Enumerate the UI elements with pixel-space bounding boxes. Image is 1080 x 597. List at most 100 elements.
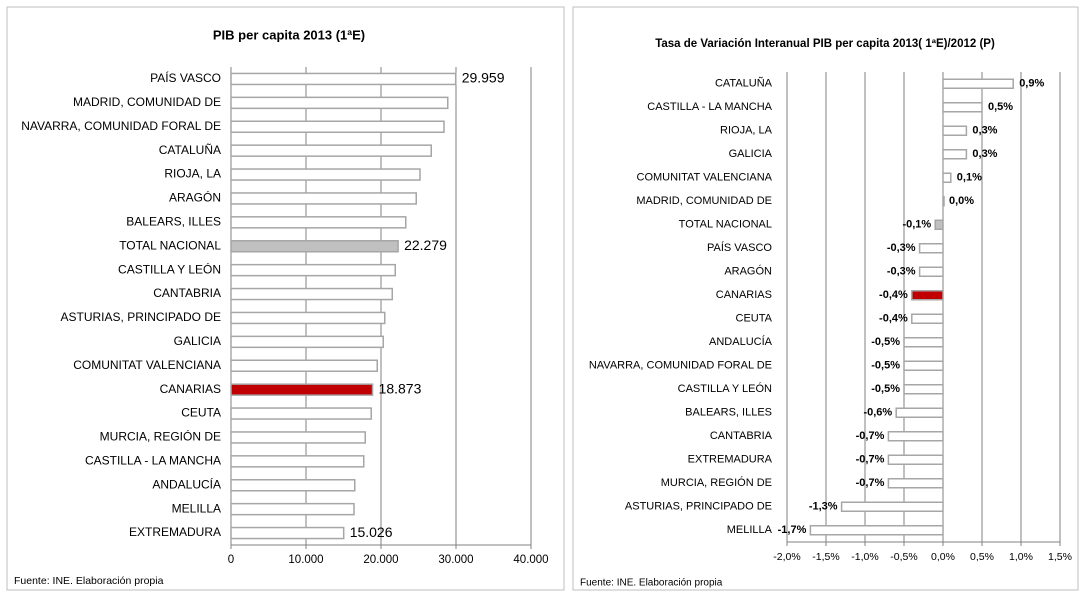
y-tick-label: ANDALUCÍA xyxy=(152,476,221,491)
data-label: 18.873 xyxy=(379,380,422,396)
source-note: Fuente: INE. Elaboración propia xyxy=(580,578,723,589)
bar xyxy=(230,335,384,349)
bar xyxy=(942,125,968,136)
bar xyxy=(911,290,944,301)
x-tick-label: -2,0% xyxy=(773,551,800,563)
y-tick-label: BALEARS, ILLES xyxy=(126,215,221,229)
bar xyxy=(230,216,407,229)
x-tick-label: 1,5% xyxy=(1048,551,1072,563)
bar xyxy=(230,359,378,372)
data-label: -0,3% xyxy=(887,242,916,254)
bar xyxy=(230,72,457,86)
bar xyxy=(230,526,345,540)
y-tick-label: TOTAL NACIONAL xyxy=(119,238,221,252)
data-label: 0,0% xyxy=(949,195,974,207)
y-tick-label: MELILLA xyxy=(727,524,773,536)
x-tick-label: 20.000 xyxy=(363,554,398,566)
data-label: -0,1% xyxy=(902,219,931,231)
y-tick-label: BALEARS, ILLES xyxy=(685,407,772,419)
y-tick-label: RIOJA, LA xyxy=(720,125,773,137)
bar xyxy=(934,219,944,230)
y-tick-label: NAVARRA, COMUNIDAD FORAL DE xyxy=(589,360,772,372)
x-tick-label: 0,0% xyxy=(931,551,955,563)
data-label: -0,5% xyxy=(871,336,900,348)
x-tick-label: 0,5% xyxy=(970,551,994,563)
y-tick-label: GALICIA xyxy=(174,334,221,348)
y-tick-label: CANTABRIA xyxy=(153,286,221,300)
bar xyxy=(230,144,432,157)
y-tick-label: ASTURIAS, PRINCIPADO DE xyxy=(61,310,221,324)
y-tick-label: CANARIAS xyxy=(716,289,772,301)
y-tick-label: CASTILLA Y LEÓN xyxy=(118,261,221,276)
bar xyxy=(230,502,355,516)
y-tick-label: PAÍS VASCO xyxy=(707,241,772,254)
y-tick-label: CASTILLA Y LEÓN xyxy=(678,382,772,395)
y-tick-label: RIOJA, LA xyxy=(164,167,221,181)
y-tick-label: PAÍS VASCO xyxy=(150,70,221,85)
y-tick-label: MADRID, COMUNIDAD DE xyxy=(636,195,772,207)
data-label: -0,7% xyxy=(856,430,885,442)
y-tick-label: ANDALUCÍA xyxy=(709,335,773,348)
bar xyxy=(230,455,365,468)
bar xyxy=(230,431,366,444)
bar xyxy=(903,337,944,348)
y-tick-label: MELILLA xyxy=(172,501,221,515)
y-tick-label: CATALUÑA xyxy=(715,77,773,90)
y-tick-label: EXTREMADURA xyxy=(688,454,773,466)
bar xyxy=(230,383,374,396)
y-tick-label: ASTURIAS, PRINCIPADO DE xyxy=(625,501,772,513)
bar xyxy=(809,525,944,536)
data-label: -1,3% xyxy=(809,501,838,513)
y-tick-label: CEUTA xyxy=(181,406,221,420)
bar xyxy=(942,172,952,183)
bar xyxy=(230,479,356,492)
bar xyxy=(903,384,944,395)
data-label: 0,1% xyxy=(957,172,982,184)
y-tick-label: CANARIAS xyxy=(160,382,221,396)
y-tick-label: COMUNITAT VALENCIANA xyxy=(637,172,773,184)
y-tick-label: NAVARRA, COMUNIDAD FORAL DE xyxy=(21,119,221,133)
chart-title: Tasa de Variación Interanual PIB per cap… xyxy=(655,38,995,50)
data-label: 0,9% xyxy=(1019,78,1044,90)
bar xyxy=(230,96,449,110)
source-note: Fuente: INE. Elaboración propia xyxy=(14,575,164,587)
chart-title: PIB per capita 2013 (1ªE) xyxy=(213,27,365,42)
bar xyxy=(887,431,944,442)
y-tick-label: CATALUÑA xyxy=(159,143,221,157)
y-tick-label: EXTREMADURA xyxy=(129,525,221,539)
y-tick-label: ARAGÓN xyxy=(724,265,772,278)
data-label: 22.279 xyxy=(404,237,447,253)
y-tick-label: TOTAL NACIONAL xyxy=(679,219,772,231)
data-label: 15.026 xyxy=(350,524,393,540)
bar xyxy=(942,196,945,207)
bar xyxy=(230,287,393,301)
bar xyxy=(230,311,386,325)
data-label: 0,5% xyxy=(988,101,1013,113)
y-tick-label: ARAGÓN xyxy=(169,190,221,205)
x-tick-label: 30.000 xyxy=(438,554,473,566)
bar xyxy=(942,149,968,160)
bar xyxy=(887,454,944,465)
x-tick-label: -1,0% xyxy=(851,551,878,563)
bar xyxy=(230,168,421,181)
bar xyxy=(942,78,1014,89)
data-label: -0,7% xyxy=(856,477,885,489)
bar xyxy=(230,407,372,420)
x-tick-label: 40.000 xyxy=(513,554,548,566)
data-label: 0,3% xyxy=(972,125,997,137)
bar xyxy=(230,120,445,133)
y-tick-label: CASTILLA - LA MANCHA xyxy=(85,454,221,468)
x-tick-label: 10.000 xyxy=(288,554,323,566)
data-label: -0,3% xyxy=(887,266,916,278)
y-tick-label: CASTILLA - LA MANCHA xyxy=(647,101,772,113)
bar xyxy=(230,263,396,277)
bar xyxy=(918,266,944,277)
bar xyxy=(942,102,983,113)
bar xyxy=(911,313,944,324)
y-tick-label: CEUTA xyxy=(736,313,773,325)
data-label: -1,7% xyxy=(778,524,807,536)
y-tick-label: MADRID, COMUNIDAD DE xyxy=(73,95,221,109)
y-tick-label: GALICIA xyxy=(729,148,773,160)
x-tick-label: -0,5% xyxy=(890,551,917,563)
